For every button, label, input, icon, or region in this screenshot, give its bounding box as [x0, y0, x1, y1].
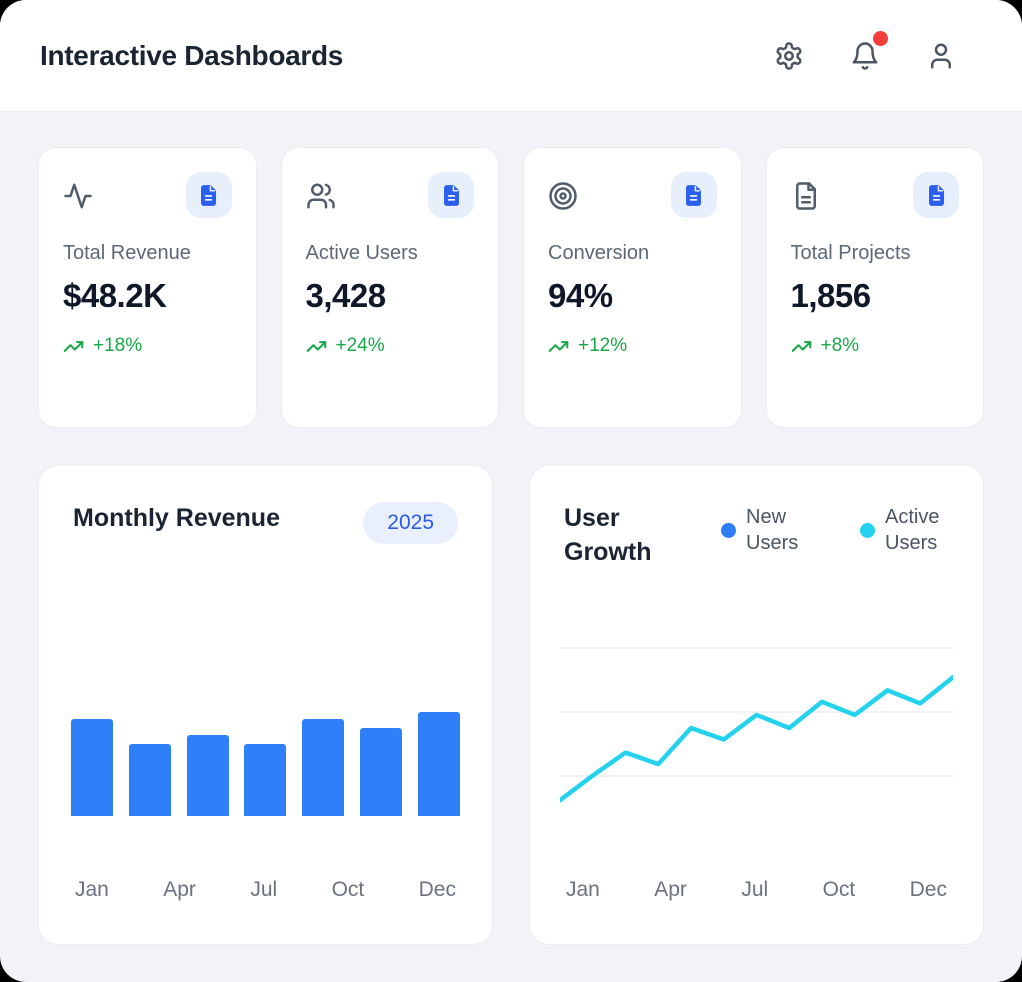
dashboard-content: Total Revenue $48.2K +18%	[0, 112, 1022, 945]
header-actions	[774, 30, 956, 71]
legend-label: New Users	[746, 506, 799, 554]
notifications-button[interactable]	[850, 30, 888, 71]
legend-item-new-users[interactable]: New Users	[721, 504, 810, 556]
revenue-bar	[302, 719, 345, 816]
revenue-bar	[71, 719, 113, 816]
legend-item-active-users[interactable]: Active Users	[860, 504, 949, 556]
trending-up-icon	[548, 336, 569, 357]
chart-legend: New Users Active Users	[721, 502, 949, 556]
growth-x-axis: Jan Apr Jul Oct Dec	[566, 878, 947, 902]
revenue-bar	[360, 727, 403, 816]
x-tick: Jul	[741, 878, 769, 901]
x-tick: Oct	[331, 878, 365, 901]
file-document-icon	[440, 184, 463, 207]
chart-title: User Growth	[564, 504, 652, 566]
user-growth-line-chart	[560, 647, 953, 803]
stat-value: $48.2K	[63, 277, 167, 314]
x-tick: Jan	[566, 878, 600, 901]
revenue-bar-chart	[71, 712, 460, 816]
x-tick: Jan	[75, 878, 109, 901]
monthly-revenue-card: Monthly Revenue 2025 Jan Apr Jul Oct Dec	[38, 465, 493, 945]
document-badge	[913, 172, 959, 218]
file-document-icon	[682, 184, 705, 207]
stat-label: Active Users	[305, 242, 418, 264]
stat-card-active-users: Active Users 3,428 +24%	[280, 147, 499, 428]
x-tick: Apr	[163, 878, 196, 901]
trending-up-icon	[306, 336, 327, 357]
stat-trend: +18%	[63, 335, 232, 357]
activity-icon	[63, 172, 93, 211]
notification-badge	[873, 30, 888, 46]
file-text-icon	[791, 172, 821, 211]
trending-up-icon	[63, 336, 84, 357]
stat-value: 1,856	[790, 277, 872, 314]
revenue-bar	[186, 734, 229, 816]
stat-trend: +8%	[791, 335, 960, 357]
stat-trend: +12%	[548, 335, 717, 357]
profile-button[interactable]	[926, 41, 956, 71]
revenue-bar	[128, 744, 171, 816]
user-growth-card: User Growth New Users Active Users	[529, 465, 984, 945]
stat-card-total-revenue: Total Revenue $48.2K +18%	[38, 147, 257, 428]
revenue-x-axis: Jan Apr Jul Oct Dec	[75, 878, 456, 902]
x-tick: Apr	[654, 878, 687, 901]
trending-up-icon	[791, 336, 812, 357]
year-badge[interactable]: 2025	[363, 502, 458, 544]
stat-trend: +24%	[306, 335, 475, 357]
chart-title: Monthly Revenue	[73, 504, 280, 532]
legend-dot-new-users	[721, 522, 736, 538]
gear-icon	[774, 41, 804, 71]
legend-label: Active Users	[885, 506, 940, 554]
charts-row: Monthly Revenue 2025 Jan Apr Jul Oct Dec…	[38, 465, 984, 945]
x-tick: Jul	[250, 878, 278, 901]
document-badge	[428, 172, 474, 218]
stat-label: Total Revenue	[63, 242, 191, 264]
document-badge	[185, 172, 232, 218]
series-line-active-users	[560, 674, 953, 803]
app-header: Interactive Dashboards	[0, 0, 1022, 112]
stat-value: 3,428	[305, 277, 387, 314]
user-icon	[926, 41, 956, 71]
stat-label: Total Projects	[790, 242, 911, 264]
x-tick: Dec	[909, 878, 947, 901]
page-title: Interactive Dashboards	[40, 39, 344, 71]
users-icon	[306, 172, 336, 211]
bell-icon	[850, 41, 880, 71]
target-icon	[548, 172, 578, 211]
revenue-bar	[417, 712, 460, 816]
file-document-icon	[925, 184, 948, 207]
stat-value: 94%	[548, 277, 613, 314]
file-document-icon	[197, 184, 220, 207]
x-tick: Dec	[418, 878, 456, 901]
stat-label: Conversion	[548, 242, 650, 264]
revenue-bar	[244, 744, 287, 816]
stats-row: Total Revenue $48.2K +18%	[38, 147, 984, 428]
settings-button[interactable]	[774, 41, 804, 71]
document-badge	[670, 172, 717, 218]
stat-card-conversion: Conversion 94% +12%	[523, 147, 742, 428]
x-tick: Oct	[822, 878, 856, 901]
stat-card-total-projects: Total Projects 1,856 +8%	[765, 147, 984, 428]
legend-dot-active-users	[860, 522, 875, 538]
